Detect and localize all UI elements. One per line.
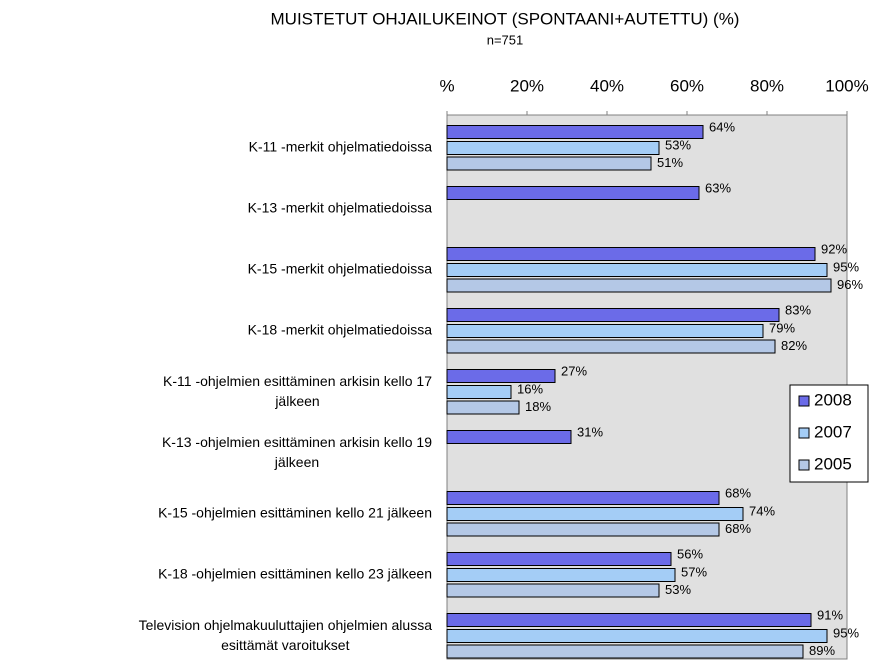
- value-label: 64%: [709, 119, 735, 134]
- bar: [446, 339, 776, 354]
- category-label-line: jälkeen: [274, 454, 319, 470]
- bar: [446, 278, 832, 293]
- value-label: 53%: [665, 582, 691, 597]
- category-label: K-15 -merkit ohjelmatiedoissa: [248, 261, 433, 277]
- value-label: 31%: [577, 424, 603, 439]
- value-label: 95%: [833, 259, 859, 274]
- value-label: 89%: [809, 643, 835, 658]
- bar: [446, 141, 660, 155]
- legend-label: 2007: [814, 422, 852, 441]
- value-label: 74%: [749, 503, 775, 518]
- category-label-line: K-11 -ohjelmien esittäminen arkisin kell…: [163, 373, 432, 389]
- x-tick-label: 100%: [825, 76, 868, 95]
- bar: [446, 644, 804, 659]
- value-label: 57%: [681, 564, 707, 579]
- category-label: K-13 -ohjelmien esittäminen arkisin kell…: [162, 434, 432, 470]
- value-label: 91%: [817, 607, 843, 622]
- value-label: 68%: [725, 521, 751, 536]
- bar: [446, 156, 652, 171]
- bar: [446, 430, 572, 444]
- chart-subtitle: n=751: [487, 32, 524, 47]
- category-label: K-18 -merkit ohjelmatiedoissa: [248, 322, 433, 338]
- category-label: K-11 -merkit ohjelmatiedoissa: [249, 139, 433, 155]
- legend-label: 2008: [814, 390, 852, 409]
- value-label: 63%: [705, 180, 731, 195]
- value-label: 27%: [561, 363, 587, 378]
- category-label: Television ohjelmakuuluttajien ohjelmien…: [139, 617, 433, 653]
- bar: [446, 369, 556, 383]
- value-label: 68%: [725, 485, 751, 500]
- bar: [446, 186, 700, 200]
- bar: [446, 629, 828, 643]
- bar: [446, 507, 744, 521]
- value-label: 51%: [657, 155, 683, 170]
- x-tick-label: %: [439, 76, 454, 95]
- bar: [446, 324, 764, 338]
- value-label: 53%: [665, 137, 691, 152]
- category-label: K-13 -merkit ohjelmatiedoissa: [248, 200, 433, 216]
- value-label: 83%: [785, 302, 811, 317]
- category-label: K-11 -ohjelmien esittäminen arkisin kell…: [163, 373, 432, 409]
- x-tick-label: 80%: [750, 76, 784, 95]
- bar: [446, 125, 704, 139]
- category-label-line: jälkeen: [274, 393, 319, 409]
- bar: [446, 522, 720, 537]
- value-label: 16%: [517, 381, 543, 396]
- category-label-line: esittämät varoitukset: [221, 637, 349, 653]
- value-label: 82%: [781, 338, 807, 353]
- category-label-line: Television ohjelmakuuluttajien ohjelmien…: [139, 617, 433, 633]
- value-label: 56%: [677, 546, 703, 561]
- value-label: 96%: [837, 277, 863, 292]
- value-label: 95%: [833, 625, 859, 640]
- bar: [446, 583, 660, 598]
- bar: [446, 568, 676, 582]
- bar: [446, 308, 780, 322]
- chart-title: MUISTETUT OHJAILUKEINOT (SPONTAANI+AUTET…: [271, 9, 740, 28]
- bar: [446, 247, 816, 261]
- x-tick-label: 60%: [670, 76, 704, 95]
- bar: [446, 400, 520, 415]
- bar: [446, 552, 672, 566]
- value-label: 79%: [769, 320, 795, 335]
- x-tick-label: 20%: [510, 76, 544, 95]
- legend-swatch: [798, 427, 810, 439]
- bar: [446, 491, 720, 505]
- legend-label: 2005: [814, 454, 852, 473]
- category-label-line: K-13 -ohjelmien esittäminen arkisin kell…: [162, 434, 432, 450]
- category-label: K-18 -ohjelmien esittäminen kello 23 jäl…: [158, 566, 432, 582]
- bar: [446, 263, 828, 277]
- x-tick-label: 40%: [590, 76, 624, 95]
- value-label: 92%: [821, 241, 847, 256]
- bar: [446, 385, 512, 399]
- value-label: 18%: [525, 399, 551, 414]
- bar: [446, 613, 812, 627]
- category-label: K-15 -ohjelmien esittäminen kello 21 jäl…: [158, 505, 432, 521]
- legend-swatch: [798, 395, 810, 407]
- legend-swatch: [798, 459, 810, 471]
